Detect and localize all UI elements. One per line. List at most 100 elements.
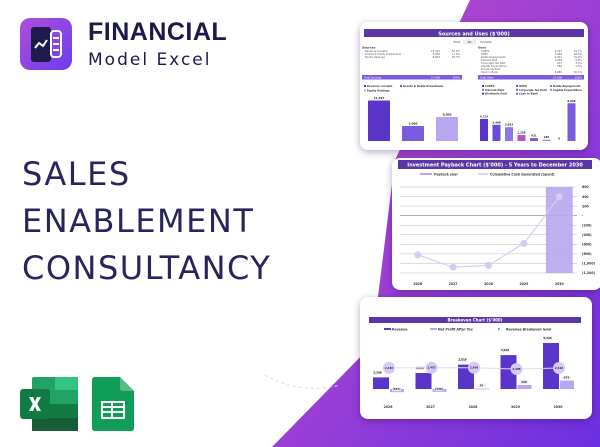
uses-bar	[542, 139, 551, 141]
sources-bar-label: 5,000	[409, 122, 418, 126]
y-tick-label: 200	[582, 204, 589, 208]
revenue-label-box	[458, 357, 467, 362]
breakeven-label: 2,436	[385, 366, 393, 370]
revenue-label: 5,316	[543, 336, 551, 340]
x-tick-label: 2027	[449, 282, 458, 286]
sources-bar-label: 13,497	[374, 96, 385, 100]
y-tick-label: -	[582, 214, 584, 218]
breakeven-point	[468, 361, 480, 374]
y-tick-label: (400)	[582, 233, 592, 237]
headline-line-3: CONSULTANCY	[22, 249, 272, 287]
chart-title: Breakeven Chart ($'000)	[447, 318, 502, 323]
revenue-label-box	[500, 348, 510, 353]
y-tick-label: (800)	[582, 252, 592, 256]
npat-label: 47	[480, 384, 484, 388]
google-sheets-icon	[92, 377, 134, 435]
revenue-bar	[543, 343, 559, 389]
legend-swatch	[482, 92, 484, 95]
y-tick-label: (1,200)	[582, 271, 596, 275]
revenue-label: 1,340	[373, 370, 381, 374]
breakeven-card: Breakeven Chart ($'000) Revenue Net Profit…	[360, 297, 592, 419]
x-tick-label: 2030	[555, 282, 565, 286]
uses-row-value: 2,953	[555, 55, 563, 59]
uses-bar-label: 4,725	[480, 114, 488, 118]
sources-uses-card: Sources and Uses ($'000) First 60 months Sou…	[360, 22, 588, 150]
uses-row-label: Capital Expenditure	[481, 64, 507, 68]
chart-title: Sources and Uses ($'000)	[438, 32, 510, 38]
uses-row-pct: 6.6%	[575, 58, 582, 62]
uses-bar-label: 631	[531, 134, 537, 138]
sources-total-value: 27,000	[431, 75, 440, 79]
sources-row-label: Revenue receipts	[365, 49, 388, 53]
legend-swatch	[516, 88, 518, 91]
sources-row-value: 5,000	[433, 52, 441, 56]
legend-label: Grants & Debts Drawdowns	[403, 84, 444, 88]
legend-label: Cash in Bank	[519, 92, 538, 96]
legend-label: Corporate Tax Paid	[519, 88, 547, 92]
uses-row-label: OPEX	[481, 52, 488, 56]
npat-label: (330)	[435, 387, 443, 391]
y-tick-label: (600)	[582, 243, 592, 247]
uses-row-pct: 1.5%	[575, 64, 582, 68]
legend-swatch	[516, 92, 518, 95]
uses-row-label: Dividends Paid	[481, 67, 500, 71]
legend-label: Revenue Breakeven level	[506, 328, 551, 332]
npat-label-box	[434, 386, 444, 391]
uses-bar-label: 1,268	[517, 131, 525, 135]
period-value: 60	[468, 40, 472, 44]
sources-bar-label: 8,000	[443, 113, 452, 117]
sources-row-pct: 28.7%	[452, 55, 461, 59]
period-label: First	[454, 40, 461, 44]
cumulative-cash-line	[417, 196, 560, 268]
npat-label-box	[519, 380, 529, 385]
npat-label: 973	[564, 376, 570, 380]
revenue-bar	[373, 377, 389, 389]
headline-line-2: ENABLEMENT	[22, 202, 255, 240]
uses-row-label: CAPEX	[481, 49, 490, 53]
brand-subtitle: Model Excel	[88, 50, 212, 70]
uses-total-pct: 100%	[575, 75, 583, 79]
sources-row-pct: 50.0%	[452, 49, 461, 53]
uses-row-pct: -	[581, 68, 582, 71]
revenue-bar	[415, 373, 432, 389]
brand-title: FINANCIAL	[88, 18, 228, 46]
x-tick-label: 2026	[413, 282, 423, 286]
npat-label-box	[562, 375, 571, 380]
uses-total-label: Total Uses	[480, 75, 494, 79]
legend-swatch	[400, 85, 402, 87]
uses-bar-label: 0	[558, 137, 560, 141]
legend-swatch	[364, 89, 366, 92]
sources-row-value: 13,497	[431, 49, 440, 53]
revenue-label-box	[543, 336, 552, 340]
uses-row-value: 282	[557, 64, 562, 68]
x-tick-label: 2029	[519, 282, 529, 286]
legend-label: Equity Raisings	[367, 89, 390, 93]
y-tick-label: (1,000)	[582, 262, 596, 266]
data-point	[520, 239, 528, 247]
uses-bar	[530, 138, 538, 141]
breakeven-label: 2,456	[470, 366, 478, 370]
y-tick-label: 400	[582, 195, 589, 199]
npat-bar	[517, 385, 532, 389]
x-tick-label: 2028	[469, 405, 479, 409]
revenue-label: 2,816	[458, 358, 466, 362]
uses-row-value: -	[561, 68, 562, 71]
uses-row-pct: 30.1%	[574, 70, 583, 74]
x-tick-label: 2030	[554, 405, 564, 409]
data-point	[414, 251, 422, 259]
y-tick-label: (200)	[582, 223, 592, 227]
sources-uses-chart: Sources and Uses ($'000) First 60 months Sou…	[362, 29, 584, 141]
breakeven-label: 2,422	[555, 366, 563, 370]
title-bar	[369, 317, 581, 323]
sources-bar	[368, 100, 390, 141]
breakeven-point	[425, 361, 438, 374]
uses-row-pct: 24.1%	[574, 49, 583, 53]
legend-label: Interest Paid	[485, 88, 504, 92]
breakeven-point	[383, 361, 395, 374]
npat-bar	[475, 388, 489, 390]
uses-row-pct: 3.3%	[575, 61, 582, 65]
legend-swatch	[482, 88, 484, 91]
sources-row-label: Grants & Debts Drawdowns	[365, 52, 402, 56]
npat-label: 458	[521, 380, 527, 384]
uses-bar	[492, 124, 501, 141]
